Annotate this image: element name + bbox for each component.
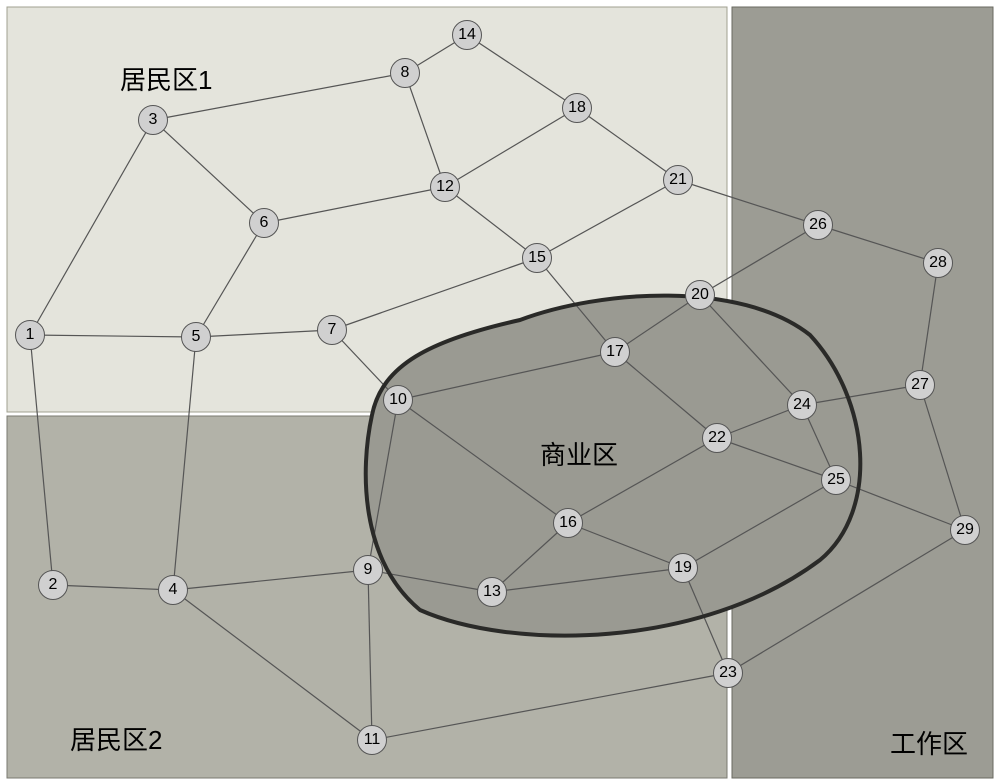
diagram-stage: 1234567891011121314151617181920212223242… <box>0 0 1000 784</box>
background-svg <box>0 0 1000 784</box>
